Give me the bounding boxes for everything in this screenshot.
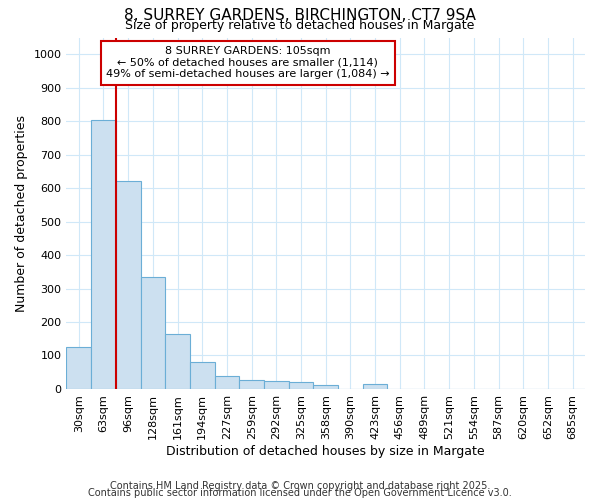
Text: Size of property relative to detached houses in Margate: Size of property relative to detached ho… [125,19,475,32]
Bar [140,277,165,389]
Bar [91,120,116,389]
Bar [215,376,239,389]
Bar [239,380,264,389]
X-axis label: Distribution of detached houses by size in Margate: Distribution of detached houses by size … [166,444,485,458]
Y-axis label: Number of detached properties: Number of detached properties [15,114,28,312]
Text: 8 SURREY GARDENS: 105sqm
← 50% of detached houses are smaller (1,114)
49% of sem: 8 SURREY GARDENS: 105sqm ← 50% of detach… [106,46,390,80]
Bar [165,334,190,389]
Bar [190,362,215,389]
Text: Contains public sector information licensed under the Open Government Licence v3: Contains public sector information licen… [88,488,512,498]
Bar [289,382,313,389]
Bar [264,380,289,389]
Bar [363,384,388,389]
Bar [67,347,91,389]
Bar [313,384,338,389]
Bar [116,182,140,389]
Text: 8, SURREY GARDENS, BIRCHINGTON, CT7 9SA: 8, SURREY GARDENS, BIRCHINGTON, CT7 9SA [124,8,476,22]
Text: Contains HM Land Registry data © Crown copyright and database right 2025.: Contains HM Land Registry data © Crown c… [110,481,490,491]
